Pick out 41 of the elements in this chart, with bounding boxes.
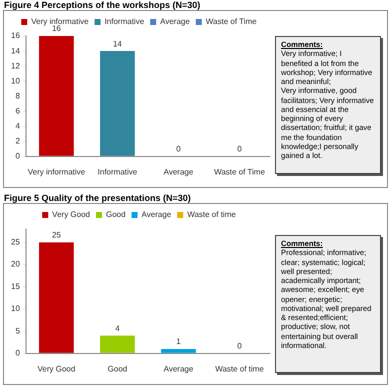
data-label: 4 bbox=[115, 324, 120, 333]
y-tick-label: 20 bbox=[10, 260, 20, 269]
legend-label: Good bbox=[106, 210, 126, 220]
y-tick-label: 6 bbox=[15, 106, 20, 116]
x-tick-label: Average bbox=[164, 167, 194, 176]
data-label: 16 bbox=[52, 24, 62, 34]
chart-title: Figure 5 Quality of the presentations (N=30) bbox=[4, 193, 191, 203]
legend-label: Informative bbox=[104, 17, 145, 26]
y-tick-label: 8 bbox=[15, 91, 20, 100]
data-label: 0 bbox=[237, 342, 242, 351]
y-tick-label: 12 bbox=[10, 61, 20, 70]
data-label: 25 bbox=[52, 230, 62, 240]
x-tick-label: Good bbox=[108, 364, 128, 374]
y-tick-label: 16 bbox=[10, 31, 20, 40]
legend-label: Very Good bbox=[52, 210, 90, 220]
data-label: 1 bbox=[176, 337, 182, 346]
legend-label: Very informative bbox=[31, 17, 90, 26]
x-tick-label: Waste of Time bbox=[214, 167, 266, 176]
y-tick-label: 10 bbox=[10, 76, 20, 86]
y-tick-label: 15 bbox=[10, 282, 20, 291]
y-tick-label: 4 bbox=[15, 122, 20, 131]
legend-label: Average bbox=[142, 210, 172, 220]
y-tick-label: 0 bbox=[15, 152, 20, 161]
y-tick-label: 14 bbox=[10, 46, 20, 56]
legend-label: Waste of Time bbox=[206, 17, 258, 26]
y-tick-label: 25 bbox=[10, 238, 20, 247]
x-tick-label: Very Good bbox=[38, 364, 76, 374]
y-tick-label: 10 bbox=[10, 304, 20, 314]
legend-label: Waste of time bbox=[187, 210, 236, 220]
y-tick-label: 0 bbox=[15, 348, 20, 358]
x-tick-label: Informative bbox=[98, 167, 138, 176]
y-tick-label: 2 bbox=[15, 136, 20, 146]
x-tick-label: Very informative bbox=[28, 167, 86, 176]
legend-label: Average bbox=[160, 17, 190, 26]
data-label: 0 bbox=[237, 144, 242, 154]
x-tick-label: Waste of time bbox=[215, 364, 264, 374]
y-tick-label: 5 bbox=[15, 326, 20, 336]
x-tick-label: Average bbox=[164, 364, 194, 374]
data-label: 0 bbox=[176, 144, 182, 154]
data-label: 14 bbox=[112, 39, 122, 48]
chart-title: Figure 4 Perceptions of the workshops (N=30) bbox=[4, 0, 200, 10]
